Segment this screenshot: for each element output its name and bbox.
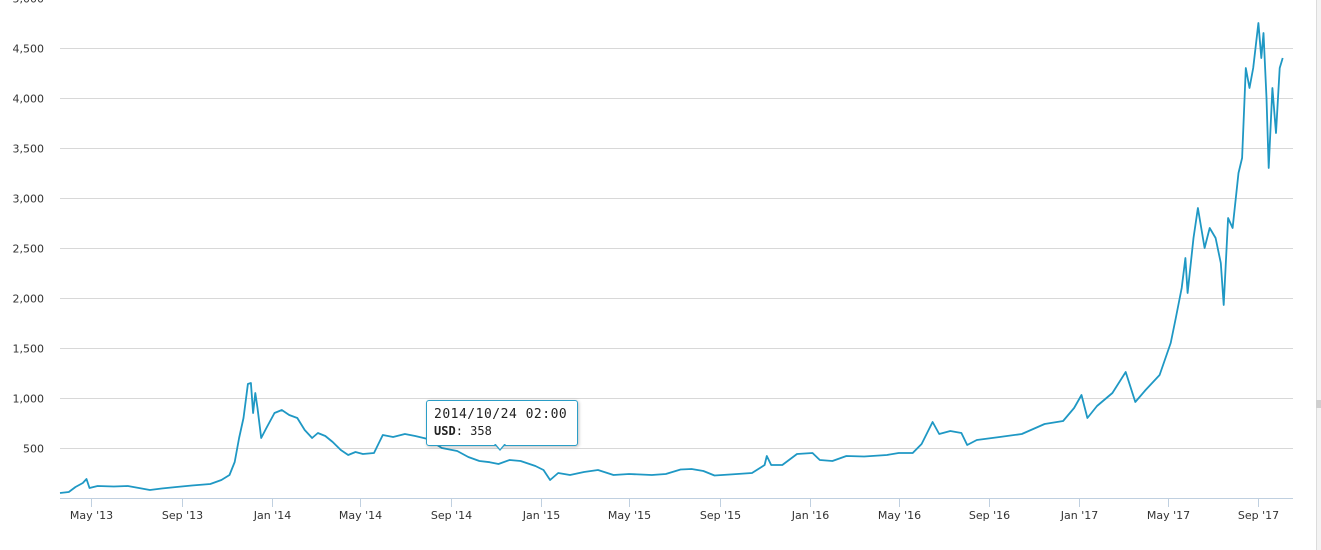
x-tick-label: Jan '15 (522, 509, 560, 522)
tooltip-pointer-fill (495, 443, 505, 449)
series-layer (59, 22, 1284, 494)
tooltip-date: 2014/10/24 02:00 (434, 407, 568, 422)
tooltip: 2014/10/24 02:00 USD: 358 (426, 400, 578, 446)
y-tick-label: 1,000 (13, 393, 45, 406)
x-tick-label: Sep '15 (700, 509, 741, 522)
scroll-edge-mark (1316, 400, 1321, 408)
y-axis: 500 1,000 1,500 2,000 2,500 3,000 3,500 4,000 4,… (13, 0, 45, 456)
price-series-line (59, 22, 1284, 494)
x-tick-label: Jan '17 (1060, 509, 1098, 522)
y-tick-label: 3,500 (13, 143, 45, 156)
x-tick-label: May '17 (1147, 509, 1190, 522)
y-tick-label: 3,000 (13, 193, 45, 206)
tooltip-value: 358 (470, 424, 492, 438)
scroll-edge (1316, 0, 1321, 550)
x-tick-label: Jan '16 (791, 509, 829, 522)
tooltip-series-label: USD (434, 424, 456, 438)
y-tick-label: 4,500 (13, 43, 45, 56)
x-tick-label: May '13 (70, 509, 113, 522)
x-tick-label: Sep '13 (162, 509, 203, 522)
x-axis: May '13 Sep '13 Jan '14 May '14 Sep '14 Jan '… (60, 498, 1293, 522)
y-tick-label: 5,000 (13, 0, 45, 6)
y-tick-label: 4,000 (13, 93, 45, 106)
x-tick-label: May '15 (608, 509, 651, 522)
tooltip-separator: : (455, 424, 463, 438)
x-tick-label: Sep '17 (1238, 509, 1279, 522)
y-tick-label: 2,500 (13, 243, 45, 256)
x-tick-label: May '16 (878, 509, 921, 522)
y-tick-label: 2,000 (13, 293, 45, 306)
y-tick-label: 1,500 (13, 343, 45, 356)
tooltip-value-row: USD: 358 (434, 424, 492, 438)
x-tick-label: Sep '14 (431, 509, 472, 522)
x-tick-label: Sep '16 (969, 509, 1010, 522)
x-tick-label: May '14 (339, 509, 382, 522)
x-tick-label: Jan '14 (253, 509, 291, 522)
chart-grid (60, 48, 1293, 449)
y-tick-label: 500 (23, 443, 44, 456)
